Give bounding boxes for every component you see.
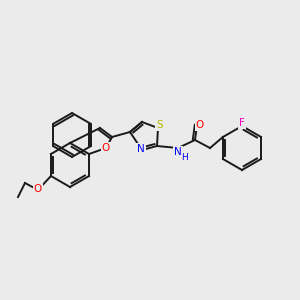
Text: S: S (157, 120, 163, 130)
Text: O: O (196, 120, 204, 130)
Text: O: O (34, 184, 42, 194)
Text: F: F (239, 118, 245, 128)
Text: H: H (181, 152, 188, 161)
Text: N: N (137, 144, 145, 154)
Text: O: O (102, 143, 110, 153)
Text: N: N (174, 147, 182, 157)
